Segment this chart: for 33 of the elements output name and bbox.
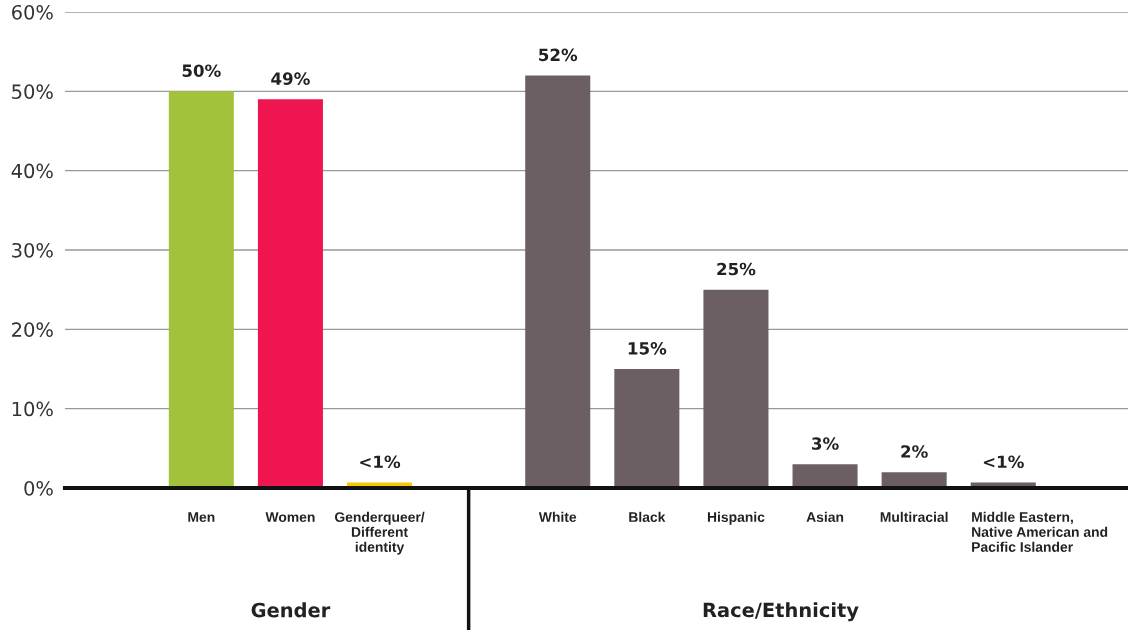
y-tick-label: 10% xyxy=(12,401,53,417)
x-tick-label: Hispanic xyxy=(707,511,765,525)
data-label: <1% xyxy=(360,455,401,469)
data-label: 25% xyxy=(717,262,756,276)
data-label: 3% xyxy=(812,437,839,450)
x-tick-label: Men xyxy=(188,512,215,522)
bar xyxy=(168,91,234,488)
x-tick-label: Black xyxy=(629,511,666,522)
text: Race/Ethnicity xyxy=(703,602,859,622)
data-label: 2% xyxy=(901,445,928,458)
x-tick-label: Women xyxy=(265,512,315,522)
y-tick-label: 20% xyxy=(12,322,53,337)
x-tick-label: White xyxy=(538,511,577,522)
bar xyxy=(703,289,769,488)
data-label: 15% xyxy=(628,342,667,355)
bar xyxy=(792,464,858,488)
bar xyxy=(614,369,680,488)
y-tick-label: 0% xyxy=(24,480,53,496)
data-label: 52% xyxy=(539,48,578,62)
data-label: 49% xyxy=(271,72,310,85)
y-tick-label: 60% xyxy=(12,4,53,20)
x-tick-label: Middle Eastern, Native American and Pacific Islander xyxy=(972,511,1108,552)
y-tick-label: 50% xyxy=(12,84,53,99)
x-tick-label: Asian xyxy=(806,511,844,522)
y-tick-label: 30% xyxy=(12,242,53,258)
x-tick-label: Multiracial xyxy=(880,511,948,522)
data-label: <1% xyxy=(983,455,1024,469)
bar xyxy=(257,99,323,488)
x-tick-label: Genderqueer/ Different identity xyxy=(334,511,425,555)
data-label: 50% xyxy=(182,64,221,77)
text: Gender xyxy=(251,602,331,618)
y-tick-label: 40% xyxy=(11,163,53,179)
bar xyxy=(525,75,591,488)
